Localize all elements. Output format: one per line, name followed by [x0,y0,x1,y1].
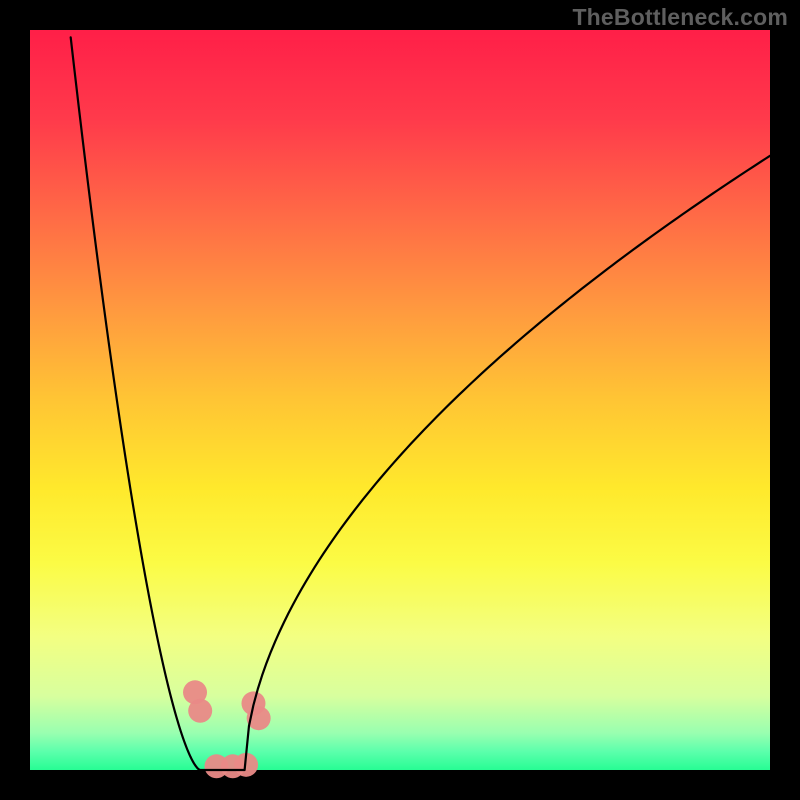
gradient-fill [30,30,770,770]
marker-point [188,699,212,723]
watermark-text: TheBottleneck.com [572,4,788,31]
chart-svg [0,0,800,800]
chart-stage: TheBottleneck.com [0,0,800,800]
